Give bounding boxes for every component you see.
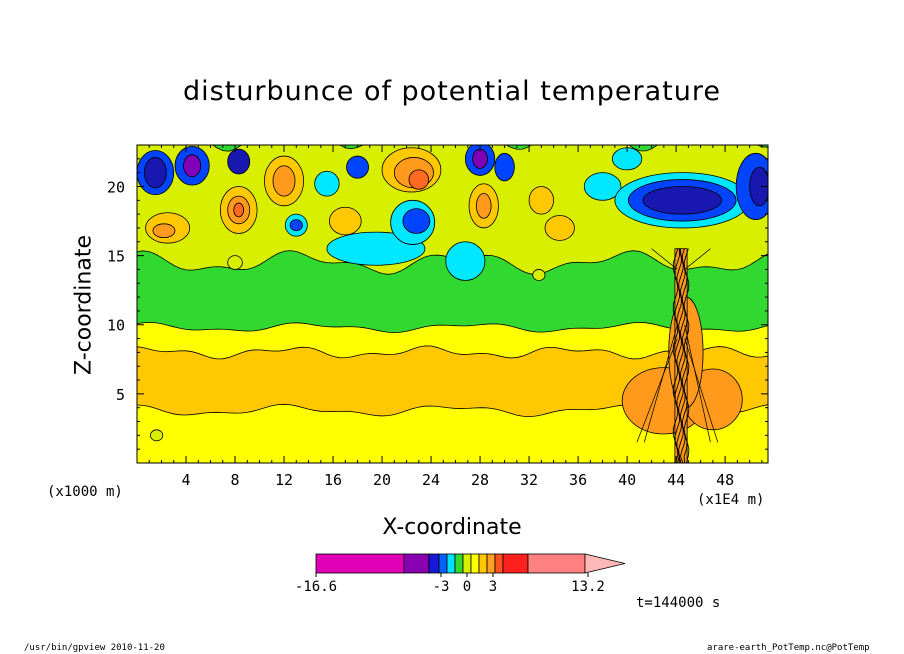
contour-blob-37 bbox=[749, 166, 768, 207]
contour-blob-9 bbox=[233, 202, 244, 218]
band-light-orange bbox=[137, 345, 768, 418]
time-label: t=144000 s bbox=[636, 595, 721, 611]
colorbar-tick-label: -16.6 bbox=[295, 579, 337, 595]
contour-blob-31 bbox=[544, 215, 575, 241]
colorbar-segment-10 bbox=[486, 553, 496, 574]
colorbar-segment-7 bbox=[462, 553, 472, 574]
colorbar-arrow bbox=[584, 553, 626, 574]
x-tick-label: 12 bbox=[275, 471, 293, 489]
colorbar-segment-13 bbox=[527, 553, 586, 574]
contour-blob-14 bbox=[289, 219, 303, 232]
column-contour-3 bbox=[676, 248, 682, 463]
colorbar-segment-11 bbox=[494, 553, 504, 574]
colorbar-segment-8 bbox=[470, 553, 480, 574]
contour-blob-30 bbox=[528, 186, 554, 215]
plot-frame bbox=[136, 144, 769, 464]
contour-blob-19 bbox=[402, 208, 431, 234]
chart-title: disturbunce of potential temperature bbox=[183, 76, 721, 107]
contour-blob-12 bbox=[272, 165, 296, 197]
contour-blob-10 bbox=[227, 148, 251, 175]
y-tick-label: 20 bbox=[107, 178, 125, 196]
footer-command: /usr/bin/gpview 2010-11-20 bbox=[24, 643, 165, 653]
column-ray-3 bbox=[684, 338, 719, 443]
contour-blob-2 bbox=[143, 157, 167, 189]
colorbar-segment-1 bbox=[315, 553, 405, 574]
contour-field bbox=[137, 145, 768, 463]
x-tick-label: 28 bbox=[471, 471, 489, 489]
footer-source: arare-earth_PotTemp.nc@PotTemp bbox=[707, 643, 870, 653]
colorbar-tick-label: 3 bbox=[489, 579, 497, 595]
x-tick-label: 44 bbox=[667, 471, 685, 489]
colorbar-segment-2 bbox=[403, 553, 430, 574]
x-unit-label: (x1000 m) bbox=[47, 484, 123, 500]
colorbar-tick-label: 0 bbox=[463, 579, 471, 595]
colorbar-segment-5 bbox=[446, 553, 456, 574]
x-tick-label: 4 bbox=[181, 471, 190, 489]
colorbar-tick-label: -3 bbox=[433, 579, 450, 595]
column-ray-1 bbox=[636, 338, 678, 443]
contour-blob-16 bbox=[328, 206, 362, 236]
contour-blob-32 bbox=[583, 172, 622, 201]
contour-blob-24 bbox=[445, 241, 486, 281]
x-tick-label: 48 bbox=[716, 471, 734, 489]
y-tick-label: 5 bbox=[116, 386, 125, 404]
contour-blob-28 bbox=[475, 192, 492, 219]
column-contour-7 bbox=[683, 248, 690, 463]
contour-blob-4 bbox=[152, 223, 176, 239]
contour-blob-26 bbox=[472, 148, 488, 169]
colorbar-segment-3 bbox=[428, 553, 440, 574]
x-tick-label: 36 bbox=[569, 471, 587, 489]
colorbar-segment-6 bbox=[454, 553, 464, 574]
x-axis-label: X-coordinate bbox=[382, 515, 522, 540]
contour-blob-22 bbox=[408, 169, 430, 190]
colorbar-segment-12 bbox=[502, 553, 529, 574]
contour-blob-35 bbox=[642, 186, 722, 215]
colorbar-segment-4 bbox=[438, 553, 448, 574]
x-multiplier-label: (x1E4 m) bbox=[697, 492, 765, 508]
x-tick-label: 24 bbox=[422, 471, 440, 489]
y-tick-label: 15 bbox=[107, 248, 125, 266]
column-ray-4 bbox=[684, 324, 711, 443]
contour-blob-29 bbox=[494, 152, 515, 182]
colorbar-tick-label: 13.2 bbox=[571, 579, 605, 595]
x-tick-label: 16 bbox=[324, 471, 342, 489]
x-tick-label: 20 bbox=[373, 471, 391, 489]
column-ray-5 bbox=[651, 248, 678, 270]
y-tick-label: 10 bbox=[107, 317, 125, 335]
y-axis-label: Z-coordinate bbox=[71, 235, 97, 375]
x-tick-label: 32 bbox=[520, 471, 538, 489]
contour-blob-41 bbox=[150, 429, 164, 442]
column-ray-2 bbox=[643, 324, 678, 443]
colorbar-segment-9 bbox=[478, 553, 488, 574]
contour-blob-23 bbox=[346, 155, 369, 179]
x-tick-label: 40 bbox=[618, 471, 636, 489]
column-ray-6 bbox=[684, 248, 711, 270]
contour-blob-6 bbox=[183, 154, 202, 178]
contour-blob-15 bbox=[314, 170, 340, 197]
contour-blob-40 bbox=[532, 269, 546, 281]
x-tick-label: 8 bbox=[231, 471, 240, 489]
contour-blob-39 bbox=[227, 255, 243, 270]
